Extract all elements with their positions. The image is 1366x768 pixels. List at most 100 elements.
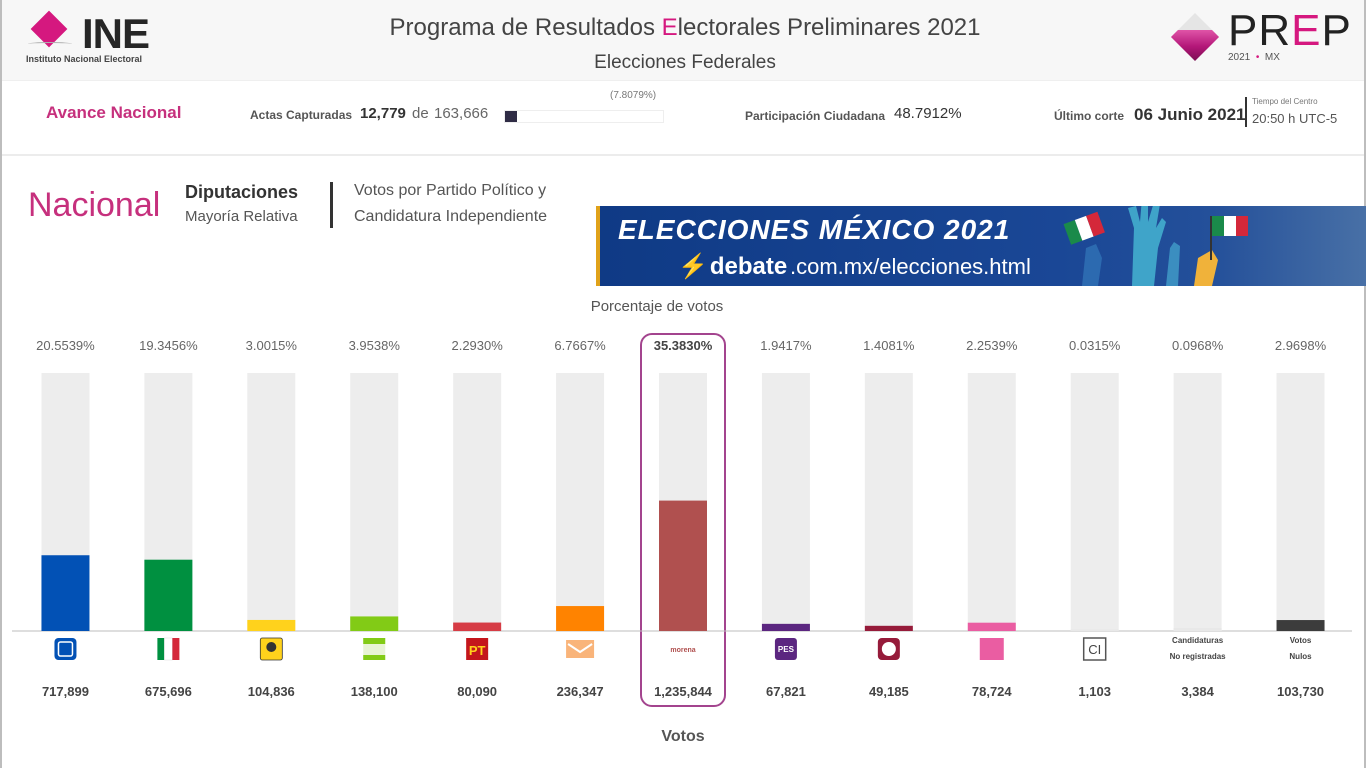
bar-pan [41, 555, 90, 631]
votes-label: 49,185 [869, 684, 909, 699]
debate-logo-icon: ⚡ [678, 253, 708, 280]
votes-label: 104,836 [248, 684, 295, 699]
percent-label: 2.2539% [966, 338, 1018, 353]
bar-morena [659, 500, 707, 631]
votes-label: 138,100 [351, 684, 398, 699]
fxm-logo-icon [979, 638, 1004, 660]
bar-mc [556, 606, 605, 631]
participacion-value: 48.7912% [894, 105, 962, 122]
bar-pvem [350, 616, 399, 631]
percent-label: 1.9417% [760, 338, 812, 353]
bar-track [1173, 373, 1222, 631]
percent-label: 6.7667% [554, 338, 606, 353]
votes-label: 3,384 [1181, 684, 1214, 699]
bar-rsp [864, 625, 913, 631]
percent-label: 3.9538% [349, 338, 401, 353]
banner-title: ELECCIONES MÉXICO 2021 [618, 214, 1011, 245]
top-header: INE Instituto Nacional Electoral Program… [2, 0, 1364, 80]
debate-ad-banner[interactable]: ELECCIONES MÉXICO 2021 ⚡debate .com.mx/e… [596, 206, 1366, 286]
actas-value: 12,779 [360, 105, 406, 122]
page-title: Programa de Resultados Electorales Preli… [332, 14, 1038, 42]
yellow-hand-icon [1194, 250, 1218, 286]
corte-divider [1245, 97, 1247, 127]
rsp-logo-inner [881, 642, 896, 656]
votes-label: 67,821 [766, 684, 806, 699]
votes-label: 236,347 [557, 684, 604, 699]
pt-logo-text: PT [469, 643, 486, 658]
bar-track [967, 373, 1016, 631]
highlighted-party-frame [640, 333, 726, 707]
ine-swoosh-icon [28, 42, 72, 46]
prep-logo-text-p: P [1321, 6, 1352, 55]
percent-label: 3.0015% [246, 338, 298, 353]
flag-left-icon [1063, 211, 1105, 245]
ci-logo-icon [1082, 637, 1107, 661]
actas-progress-fill [505, 111, 518, 122]
prd-sun-icon [266, 642, 277, 652]
pan-logo-inner [57, 641, 74, 657]
actas-de: de [412, 105, 429, 122]
tiempo-value: 20:50 h UTC-5 [1252, 111, 1338, 126]
bar-track [556, 373, 605, 631]
bar-pes [761, 623, 810, 631]
title-part-1: Programa de Resultados [389, 14, 662, 41]
percent-label: 1.4081% [863, 338, 915, 353]
prep-logo-text: PREP [1228, 6, 1352, 56]
prep-logo-subtitle: 2021 • MX [1228, 52, 1280, 63]
pan-logo-icon [54, 638, 77, 660]
mc-eagle-icon [567, 643, 593, 654]
prep-logo[interactable]: PREP 2021 • MX [1170, 6, 1352, 70]
section-divider [330, 182, 333, 228]
bar-pt [453, 622, 502, 631]
banner-brand-text: debate [709, 253, 788, 280]
morena-logo-icon: morena [670, 647, 695, 654]
pvem-logo-bottom [363, 655, 386, 660]
pri-logo-white [164, 637, 173, 661]
votes-label: 80,090 [457, 684, 497, 699]
category-label: Votos [1290, 636, 1312, 645]
title-highlight: E [661, 14, 678, 41]
chart-xlabel-text: Votos [661, 728, 705, 745]
bar-pri [144, 559, 193, 631]
actas-percent: (7.8079%) [610, 90, 657, 101]
actas-label: Actas Capturadas [250, 108, 353, 122]
bar-votos-nulos [1276, 620, 1325, 631]
votes-label: 675,696 [145, 684, 192, 699]
percent-label: 20.5539% [36, 338, 95, 353]
percent-label: 0.0315% [1069, 338, 1121, 353]
bar-track [761, 373, 810, 631]
election-type: Mayoría Relativa [185, 208, 298, 225]
scope-title[interactable]: Nacional [28, 186, 161, 224]
raised-arm-2-icon [1166, 242, 1180, 286]
ine-logo-subtitle: Instituto Nacional Electoral [26, 54, 143, 64]
bar-track [453, 373, 502, 631]
ine-logo[interactable]: INE Instituto Nacional Electoral [26, 10, 186, 66]
participacion-label: Participación Ciudadana [745, 109, 886, 123]
percent-label: 35.3830% [654, 338, 713, 353]
pri-logo-icon [157, 638, 165, 660]
chart-title-text: Porcentaje de votos [590, 298, 724, 315]
mc-logo-icon [566, 640, 595, 658]
bar-fxm [967, 622, 1016, 631]
prep-dot: • [1255, 52, 1260, 63]
category-label: Nulos [1289, 652, 1312, 661]
bar-track [350, 373, 399, 631]
bar-ci [1070, 629, 1119, 631]
actas-total: 163,666 [434, 105, 489, 122]
view-description-line1: Votos por Partido Político y [354, 182, 547, 199]
prep-country: MX [1264, 52, 1280, 63]
bar-track [247, 373, 296, 631]
category-label: Candidaturas [1172, 636, 1224, 645]
raised-hand-icon [1128, 206, 1166, 286]
avance-nacional-link[interactable]: Avance Nacional [46, 103, 182, 122]
actas-progress-bar [504, 110, 664, 123]
banner-url: .com.mx/elecciones.html [790, 254, 1031, 279]
banner-brand: ⚡debate [678, 252, 787, 281]
pes-logo-text: PES [778, 645, 795, 654]
chart-title: Porcentaje de votos [0, 298, 1366, 315]
raised-hands-flags-illustration [1063, 206, 1248, 286]
prep-logo-text-a: PR [1228, 6, 1292, 55]
ine-logo-text: INE [82, 10, 150, 57]
pvem-logo-top [363, 638, 386, 644]
